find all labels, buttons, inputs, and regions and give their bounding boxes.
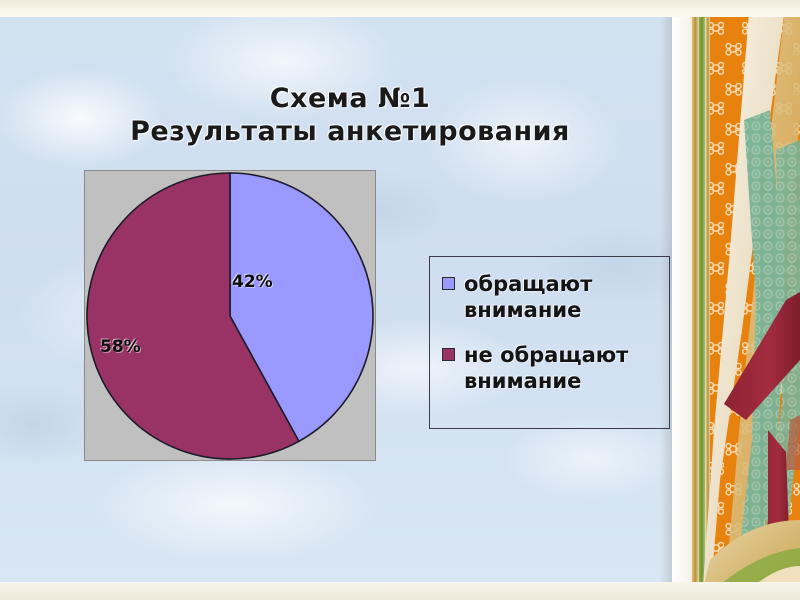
- legend-swatch-icon-b: [442, 348, 455, 361]
- chart-legend: обращают внимание не обращают внимание: [429, 256, 670, 429]
- top-frame-strip: [0, 0, 800, 17]
- legend-swatch-icon-a: [442, 277, 455, 290]
- pie-chart: [86, 172, 374, 460]
- right-margin: [672, 16, 692, 584]
- pie-chart-plot-area: [84, 170, 376, 461]
- legend-label-a: обращают внимание: [464, 272, 593, 322]
- legend-item-ne-obrashchayut-vnimanie[interactable]: не обращают внимание: [442, 342, 659, 394]
- pie-slice-ne-obrashchayut-vnimanie[interactable]: [86, 172, 300, 460]
- pie-data-label-b: 58%: [100, 337, 141, 357]
- decorative-border-ornament: [690, 0, 800, 600]
- legend-item-obrashchayut-vnimanie[interactable]: обращают внимание: [442, 271, 659, 323]
- pie-slice-obrashchayut-vnimanie[interactable]: [229, 172, 374, 443]
- chart-title: Схема №1 Результаты анкетирования: [130, 83, 570, 147]
- legend-label-b: не обращают внимание: [464, 343, 629, 393]
- pie-data-label-a: 42%: [232, 272, 273, 292]
- bottom-frame-strip: [0, 582, 800, 600]
